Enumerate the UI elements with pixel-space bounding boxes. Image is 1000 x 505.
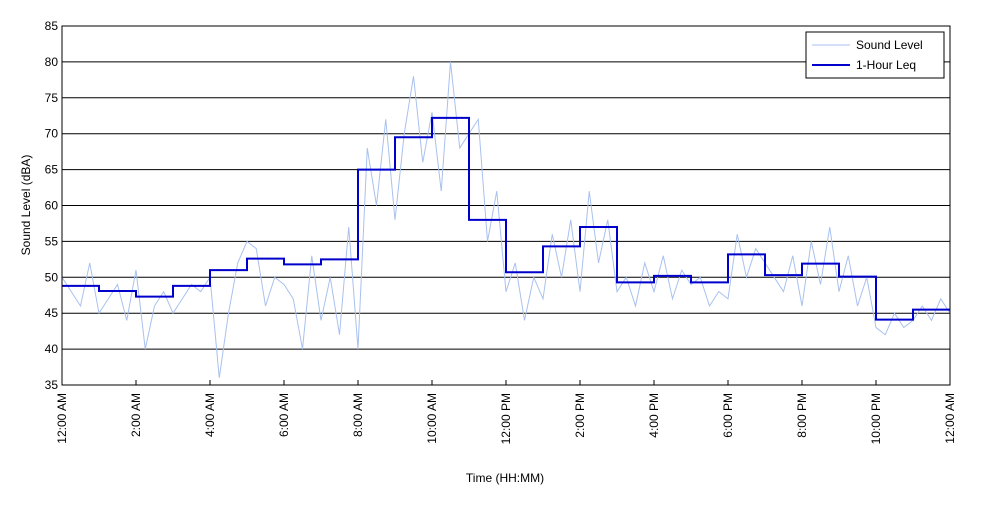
x-tick-label: 2:00 AM — [129, 393, 143, 437]
y-tick-label: 80 — [45, 55, 59, 69]
x-tick-label: 4:00 PM — [647, 393, 661, 438]
y-tick-label: 35 — [45, 378, 59, 392]
plot-frame — [61, 25, 951, 386]
y-tick-label: 75 — [45, 91, 59, 105]
y-tick-label: 55 — [45, 234, 59, 248]
y-axis-label: Sound Level (dBA) — [19, 155, 33, 256]
x-tick-label: 12:00 AM — [55, 393, 69, 444]
x-tick-label: 2:00 PM — [573, 393, 587, 438]
y-tick-label: 60 — [45, 199, 59, 213]
x-tick-label: 12:00 AM — [943, 393, 957, 444]
y-tick-label: 40 — [45, 342, 59, 356]
x-tick-label: 8:00 PM — [795, 393, 809, 438]
x-tick-label: 12:00 PM — [499, 393, 513, 444]
legend-label: 1-Hour Leq — [856, 58, 916, 72]
y-tick-label: 45 — [45, 306, 59, 320]
data-line — [62, 116, 950, 321]
y-tick-label: 70 — [45, 127, 59, 141]
legend-label: Sound Level — [856, 38, 923, 52]
legend-box — [805, 31, 945, 79]
x-tick-label: 10:00 PM — [869, 393, 883, 444]
y-tick-label: 85 — [45, 19, 59, 33]
x-axis-label: Time (HH:MM) — [466, 471, 544, 485]
x-tick-label: 4:00 AM — [203, 393, 217, 437]
x-tick-label: 8:00 AM — [351, 393, 365, 437]
y-tick-label: 50 — [45, 270, 59, 284]
x-tick-label: 10:00 AM — [425, 393, 439, 444]
x-tick-label: 6:00 PM — [721, 393, 735, 438]
x-tick-label: 6:00 AM — [277, 393, 291, 437]
y-tick-label: 65 — [45, 163, 59, 177]
